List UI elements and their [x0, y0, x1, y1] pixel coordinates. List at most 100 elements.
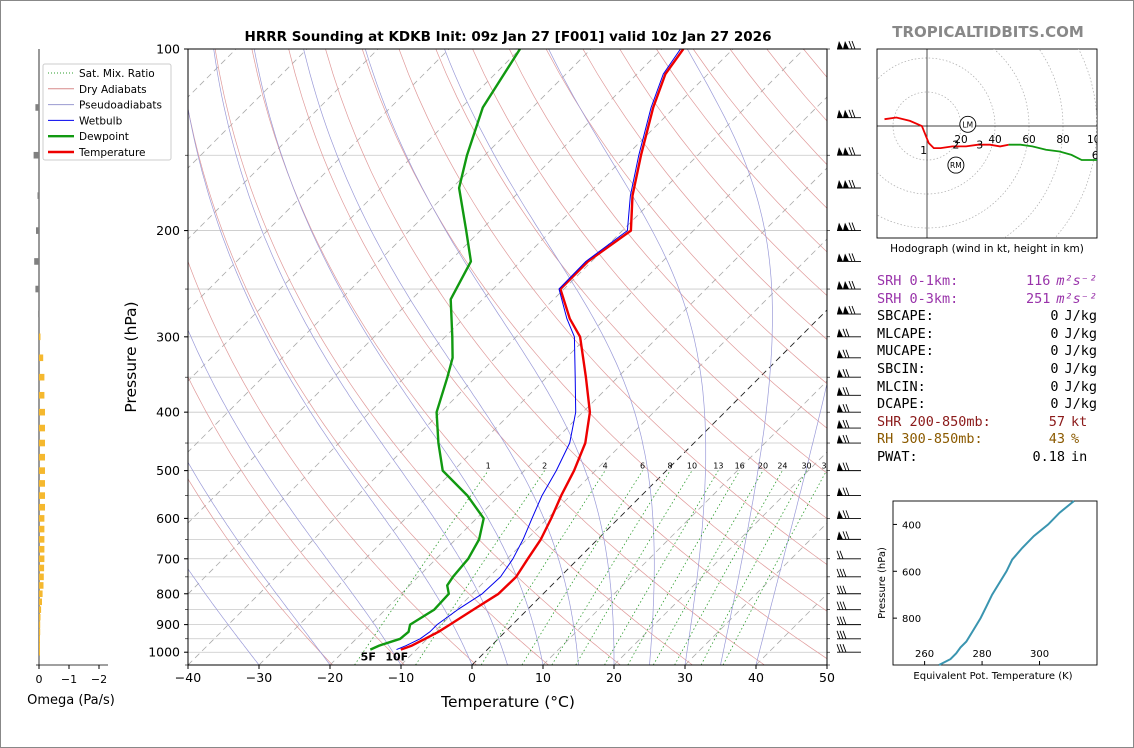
stat-value: 0: [1050, 378, 1059, 395]
x-tick-label: 40: [748, 670, 764, 685]
omega-bar: [39, 503, 45, 511]
stat-label: SRH 0-1km:: [877, 273, 959, 289]
dry-adiabat: [361, 49, 827, 612]
hodograph-trace: [884, 116, 1009, 150]
stat-label: PWAT:: [877, 448, 918, 465]
mixing-ratio-label: 24: [777, 462, 787, 471]
omega-bar: [39, 333, 41, 341]
mixing-ratio-line: [480, 470, 606, 665]
isotherm: [188, 49, 663, 524]
chart-legend: Sat. Mix. Ratio Dry Adiabats Pseudoadiabat…: [42, 63, 172, 161]
legend-entry: Sat. Mix. Ratio: [79, 68, 155, 80]
wind-barb: [836, 601, 861, 611]
watermark: TROPICALTIDBITS.COM: [892, 23, 1084, 41]
omega-bar: [37, 192, 39, 199]
hodograph-caption: Hodograph (wind in kt, height in km): [890, 243, 1084, 255]
legend-entry: Wetbulb: [79, 115, 123, 127]
stat-row: SRH 0-3km: 251 m²s⁻²: [877, 291, 1097, 309]
stat-label: SHR 200-850mb:: [877, 413, 991, 430]
skewt-profiles: 10F 5F: [361, 49, 685, 664]
omega-bar: [35, 104, 39, 111]
omega-bar: [39, 480, 45, 487]
wind-barb: [837, 510, 861, 519]
stat-row: MLCIN: 0 J/kg: [877, 379, 1097, 397]
hodograph-plot: 20 40 60 80 100 1 2 3 6 9 LM RM: [877, 49, 1097, 238]
series-wetbulb: [396, 49, 681, 651]
thetae-x-tick-label: 280: [973, 649, 992, 660]
wind-barb: [837, 328, 861, 338]
omega-bar: [39, 564, 45, 572]
dry-adiabat: [435, 49, 827, 519]
wind-barb: [836, 550, 861, 560]
mixing-ratio-label: 36: [821, 462, 831, 471]
stat-value: 43: [1048, 431, 1065, 448]
hodograph-ring-label: 40: [988, 134, 1001, 146]
chart-title: HRRR Sounding at KDKB Init: 09z Jan 27 […: [245, 29, 772, 45]
mixing-ratio-label: 6: [640, 462, 645, 471]
dry-adiabat: [188, 376, 405, 665]
pseudoadiabat: [188, 461, 331, 665]
isotherm: [542, 380, 827, 665]
isotherm: [684, 522, 827, 665]
hodograph-frame: [876, 48, 1098, 239]
theta-e-panel: 260 280 300 400 600 800: [892, 500, 1098, 666]
isotherm: [613, 451, 827, 665]
omega-bar: [39, 453, 45, 461]
y-tick-label: 600: [156, 511, 180, 526]
isotherm: [329, 167, 827, 665]
wind-barb: [837, 387, 861, 396]
omega-bar: [39, 598, 42, 606]
stat-unit: J/kg: [1064, 378, 1097, 395]
legend-entry: Temperature: [78, 147, 146, 159]
mixing-ratio-label: 13: [713, 462, 723, 471]
stat-row: SBCAPE: 0 J/kg: [877, 308, 1097, 326]
stats-table: SRH 0-1km: 116 m²s⁻² SRH 0-3km: 251 m²s⁻² SBCA…: [877, 273, 1097, 467]
pseudoadiabat: [548, 49, 707, 665]
isotherm: [188, 49, 308, 169]
stat-unit: J/kg: [1064, 396, 1097, 413]
omega-bar: [39, 373, 45, 381]
pseudoadiabat: [303, 49, 579, 665]
x-axis-label: Temperature (°C): [440, 693, 575, 711]
stat-value: 0: [1050, 343, 1059, 360]
thetae-y-tick-label: 400: [902, 520, 921, 531]
isotherm: [188, 49, 450, 311]
wind-barb: [837, 404, 861, 413]
mixing-ratio-label: 16: [735, 462, 745, 471]
stat-row: PWAT: 0.18 in: [877, 449, 1097, 467]
mixing-ratio-line: [722, 470, 827, 665]
isotherm: [258, 96, 827, 665]
dry-adiabat: [251, 49, 693, 665]
hodograph-height-label: 2: [952, 139, 959, 152]
stat-unit: J/kg: [1064, 343, 1097, 360]
stat-unit: %: [1071, 431, 1080, 448]
omega-bar: [38, 310, 40, 318]
mixing-ratio-label: 4: [603, 462, 608, 471]
wind-barb: [837, 462, 861, 472]
y-tick-label: 800: [156, 586, 180, 601]
wind-barb: [836, 630, 861, 640]
stat-row: MLCAPE: 0 J/kg: [877, 326, 1097, 344]
omega-bar: [39, 613, 41, 621]
omega-bar: [39, 635, 40, 643]
x-tick-label: −30: [246, 670, 272, 685]
hodograph-height-label: 3: [976, 139, 983, 152]
thetae-frame: [892, 500, 1098, 666]
stat-row: SHR 200-850mb: 57 kt: [877, 414, 1097, 432]
pseudoadiabat: [253, 49, 544, 665]
stat-label: SBCIN:: [877, 360, 926, 377]
wind-barb: [836, 616, 861, 626]
stat-value: 0.18: [1032, 448, 1065, 465]
x-tick-label: 0: [468, 670, 476, 685]
pseudoadiabat: [188, 329, 402, 665]
omega-bar: [39, 424, 45, 432]
mixing-ratio-label: 30: [801, 462, 811, 471]
mixing-ratio-line: [521, 470, 643, 665]
wind-barbs: [836, 40, 861, 653]
wind-barb: [837, 487, 861, 497]
omega-bar: [36, 227, 39, 234]
dry-adiabat: [582, 49, 827, 340]
surface-temperature-label: 10F: [385, 651, 408, 664]
omega-bar: [39, 536, 45, 543]
